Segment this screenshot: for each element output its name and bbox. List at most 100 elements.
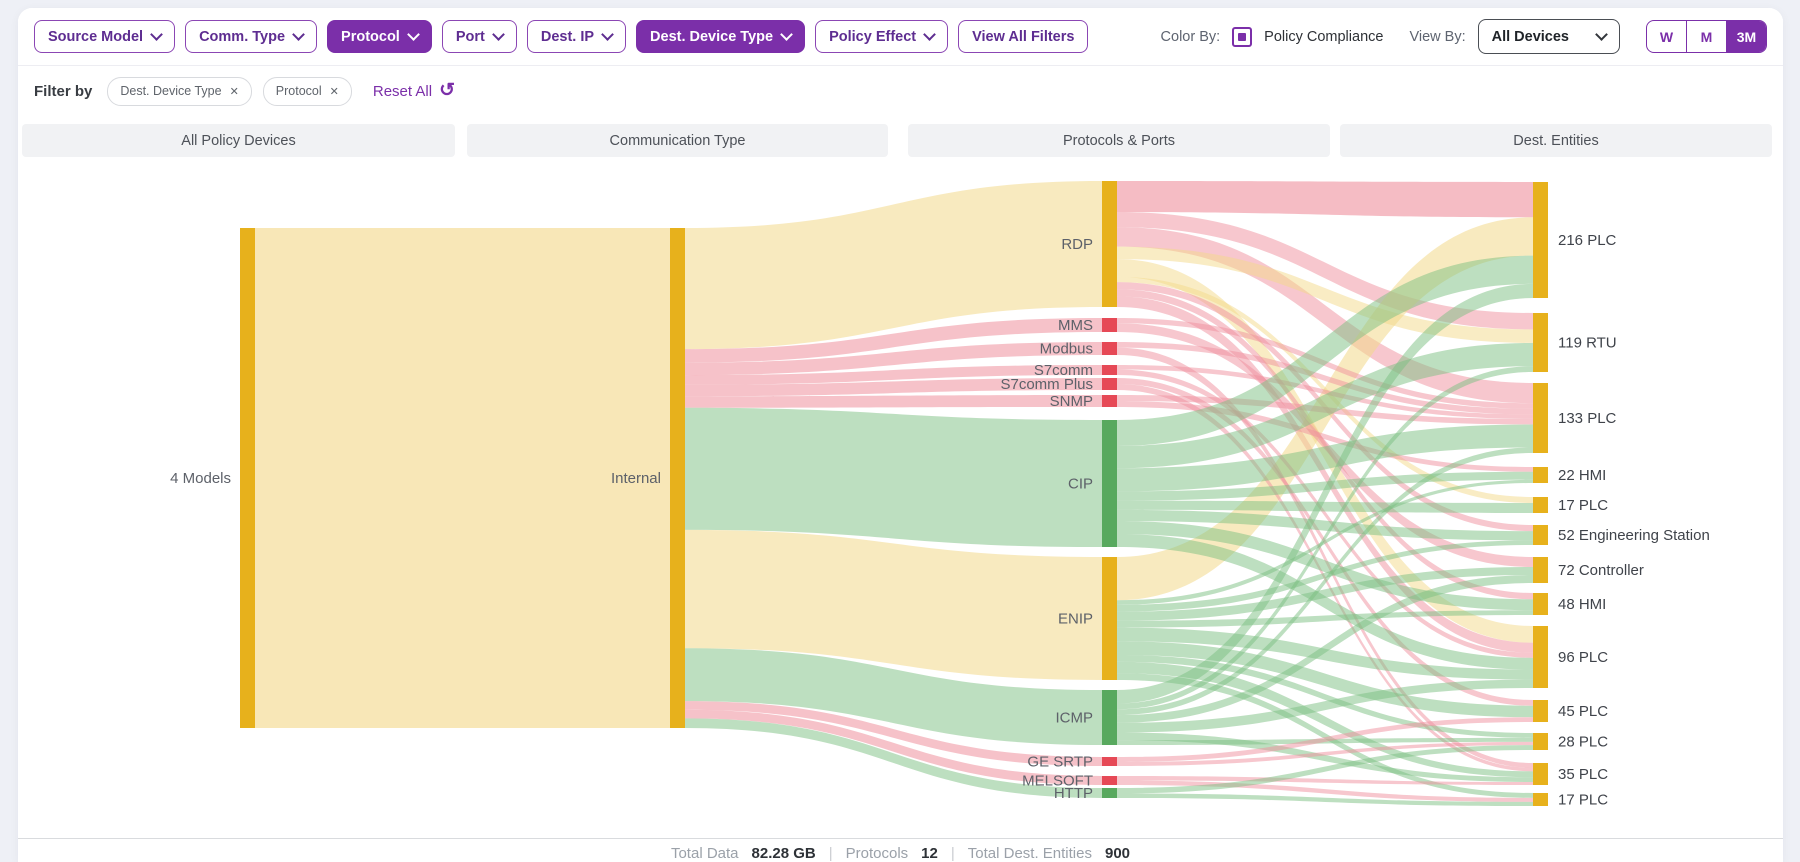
- sankey-link-gesrtp-plc45[interactable]: [1117, 717, 1533, 762]
- sankey-link-internal-mms[interactable]: [685, 318, 1102, 363]
- sankey-link-internal-melsoft[interactable]: [685, 709, 1102, 785]
- sankey-link-gesrtp-plc28[interactable]: [1117, 741, 1533, 766]
- sankey-link-internal-snmp[interactable]: [685, 395, 1102, 408]
- sankey-link-internal-rdp[interactable]: [685, 181, 1102, 350]
- sankey-link-icmp-plc96[interactable]: [1117, 679, 1533, 733]
- sankey-link-icmp-ctrl72[interactable]: [1117, 575, 1533, 723]
- sankey-link-enip-ctrl72[interactable]: [1117, 567, 1533, 621]
- time-range-week[interactable]: W: [1659, 28, 1674, 45]
- sankey-link-enip-plc96[interactable]: [1117, 627, 1533, 680]
- sankey-link-enip-hmi22[interactable]: [1117, 479, 1533, 605]
- sankey-link-cip-eng52[interactable]: [1117, 509, 1533, 541]
- sankey-link-internal-enip[interactable]: [685, 529, 1102, 680]
- policy-compliance-checkbox[interactable]: [1232, 26, 1253, 47]
- sankey-link-snmp-hmi22[interactable]: [1117, 401, 1533, 472]
- sankey-link-cip-plc216[interactable]: [1117, 255, 1533, 446]
- sankey-link-modbus-plc133[interactable]: [1117, 342, 1533, 415]
- reset-all-button[interactable]: Reset All ↺: [372, 81, 455, 101]
- sankey-node-plc35[interactable]: [1533, 763, 1548, 785]
- sankey-link-rdp-rtu119[interactable]: [1117, 212, 1533, 330]
- sankey-node-plc216[interactable]: [1533, 182, 1548, 298]
- sankey-node-rdp[interactable]: [1102, 181, 1117, 307]
- sankey-link-cip-plc133[interactable]: [1117, 424, 1533, 492]
- sankey-node-icmp[interactable]: [1102, 690, 1117, 745]
- sankey-node-hmi48[interactable]: [1533, 593, 1548, 615]
- sankey-node-ctrl72[interactable]: [1533, 557, 1548, 583]
- filter-button-label: Dest. Device Type: [650, 28, 774, 45]
- sankey-node-cip[interactable]: [1102, 420, 1117, 547]
- sankey-link-icmp-plc133[interactable]: [1117, 447, 1533, 716]
- sankey-link-enip-plc35[interactable]: [1117, 661, 1533, 778]
- sankey-link-internal-gesrtp[interactable]: [685, 701, 1102, 766]
- sankey-link-rdp-plc96[interactable]: [1117, 296, 1533, 653]
- sankey-node-plc17b[interactable]: [1533, 793, 1548, 806]
- sankey-node-models[interactable]: [240, 228, 255, 728]
- sankey-node-hmi22[interactable]: [1533, 467, 1548, 483]
- sankey-node-snmp[interactable]: [1102, 395, 1117, 407]
- sankey-node-plc28[interactable]: [1533, 733, 1548, 750]
- sankey-link-internal-http[interactable]: [685, 718, 1102, 798]
- sankey-link-enip-plc28[interactable]: [1117, 654, 1533, 738]
- sankey-node-rtu119[interactable]: [1533, 313, 1548, 372]
- sankey-link-http-plc17b[interactable]: [1117, 793, 1533, 806]
- sankey-link-rdp-rtu119[interactable]: [1117, 246, 1533, 343]
- close-icon[interactable]: ✕: [229, 85, 239, 98]
- sankey-node-http[interactable]: [1102, 788, 1117, 798]
- sankey-link-s7comm-plc133[interactable]: [1117, 365, 1533, 419]
- view-by-select[interactable]: All Devices: [1477, 19, 1620, 54]
- sankey-link-cip-plc17a[interactable]: [1117, 500, 1533, 513]
- sankey-node-modbus[interactable]: [1102, 342, 1117, 355]
- sankey-node-mms[interactable]: [1102, 318, 1117, 332]
- sankey-link-internal-icmp[interactable]: [685, 648, 1102, 745]
- sankey-node-plc45[interactable]: [1533, 700, 1548, 722]
- sankey-link-internal-s7commplus[interactable]: [685, 378, 1102, 397]
- filter-button-source-model[interactable]: Source Model: [34, 20, 176, 53]
- sankey-link-modbus-plc35[interactable]: [1117, 347, 1533, 768]
- sankey-link-enip-plc17b[interactable]: [1117, 673, 1533, 798]
- sankey-link-rdp-plc216[interactable]: [1117, 181, 1533, 218]
- sankey-node-label-http: HTTP: [1054, 785, 1093, 802]
- reset-all-label: Reset All: [372, 82, 433, 100]
- sankey-node-plc133[interactable]: [1533, 383, 1548, 453]
- close-icon[interactable]: ✕: [329, 85, 339, 98]
- sankey-link-internal-s7comm[interactable]: [685, 365, 1102, 385]
- sankey-link-mms-ctrl72[interactable]: [1117, 323, 1533, 567]
- filter-button-protocol[interactable]: Protocol: [327, 20, 432, 53]
- sankey-node-s7commplus[interactable]: [1102, 378, 1117, 390]
- sankey-link-internal-cip[interactable]: [685, 407, 1102, 547]
- sankey-link-s7comm-plc96[interactable]: [1117, 369, 1533, 658]
- sankey-link-rdp-plc133[interactable]: [1117, 227, 1533, 404]
- time-range-month[interactable]: M: [1686, 21, 1726, 52]
- sankey-node-enip[interactable]: [1102, 557, 1117, 680]
- view-all-filters-button[interactable]: View All Filters: [958, 20, 1089, 53]
- sankey-link-enip-eng52[interactable]: [1117, 540, 1533, 612]
- sankey-link-cip-hmi48[interactable]: [1117, 521, 1533, 611]
- sankey-link-icmp-rtu119[interactable]: [1117, 366, 1533, 710]
- filter-chip-protocol[interactable]: Protocol ✕: [262, 76, 352, 106]
- sankey-link-melsoft-plc35[interactable]: [1117, 776, 1533, 785]
- filter-button-dest-device-type[interactable]: Dest. Device Type: [636, 20, 806, 53]
- sankey-node-eng52[interactable]: [1533, 525, 1548, 545]
- sankey-node-plc96[interactable]: [1533, 626, 1548, 688]
- filter-button-policy-effect[interactable]: Policy Effect: [815, 20, 949, 53]
- sankey-link-cip-plc96[interactable]: [1117, 534, 1533, 670]
- sankey-link-icmp-plc35[interactable]: [1117, 732, 1533, 783]
- filter-chip-dest-device-type[interactable]: Dest. Device Type ✕: [107, 76, 252, 106]
- sankey-link-models-internal[interactable]: [255, 228, 670, 728]
- view-by-label: View By:: [1409, 28, 1466, 45]
- sankey-link-internal-modbus[interactable]: [685, 342, 1102, 376]
- view-by-value: All Devices: [1491, 28, 1569, 45]
- filter-button-dest-ip[interactable]: Dest. IP: [526, 20, 627, 53]
- sankey-link-http-plc28[interactable]: [1117, 745, 1533, 794]
- filter-button-port[interactable]: Port: [441, 20, 517, 53]
- sankey-node-gesrtp[interactable]: [1102, 757, 1117, 766]
- time-range-3month[interactable]: 3M: [1726, 21, 1766, 52]
- sankey-link-enip-hmi48[interactable]: [1117, 610, 1533, 628]
- sankey-node-s7comm[interactable]: [1102, 365, 1117, 375]
- sankey-link-icmp-plc216[interactable]: [1117, 283, 1533, 704]
- sankey-node-plc17a[interactable]: [1533, 497, 1548, 513]
- filter-button-comm-type[interactable]: Comm. Type: [185, 20, 318, 53]
- sankey-link-cip-rtu119[interactable]: [1117, 342, 1533, 469]
- sankey-node-internal[interactable]: [670, 228, 685, 728]
- sankey-node-melsoft[interactable]: [1102, 776, 1117, 785]
